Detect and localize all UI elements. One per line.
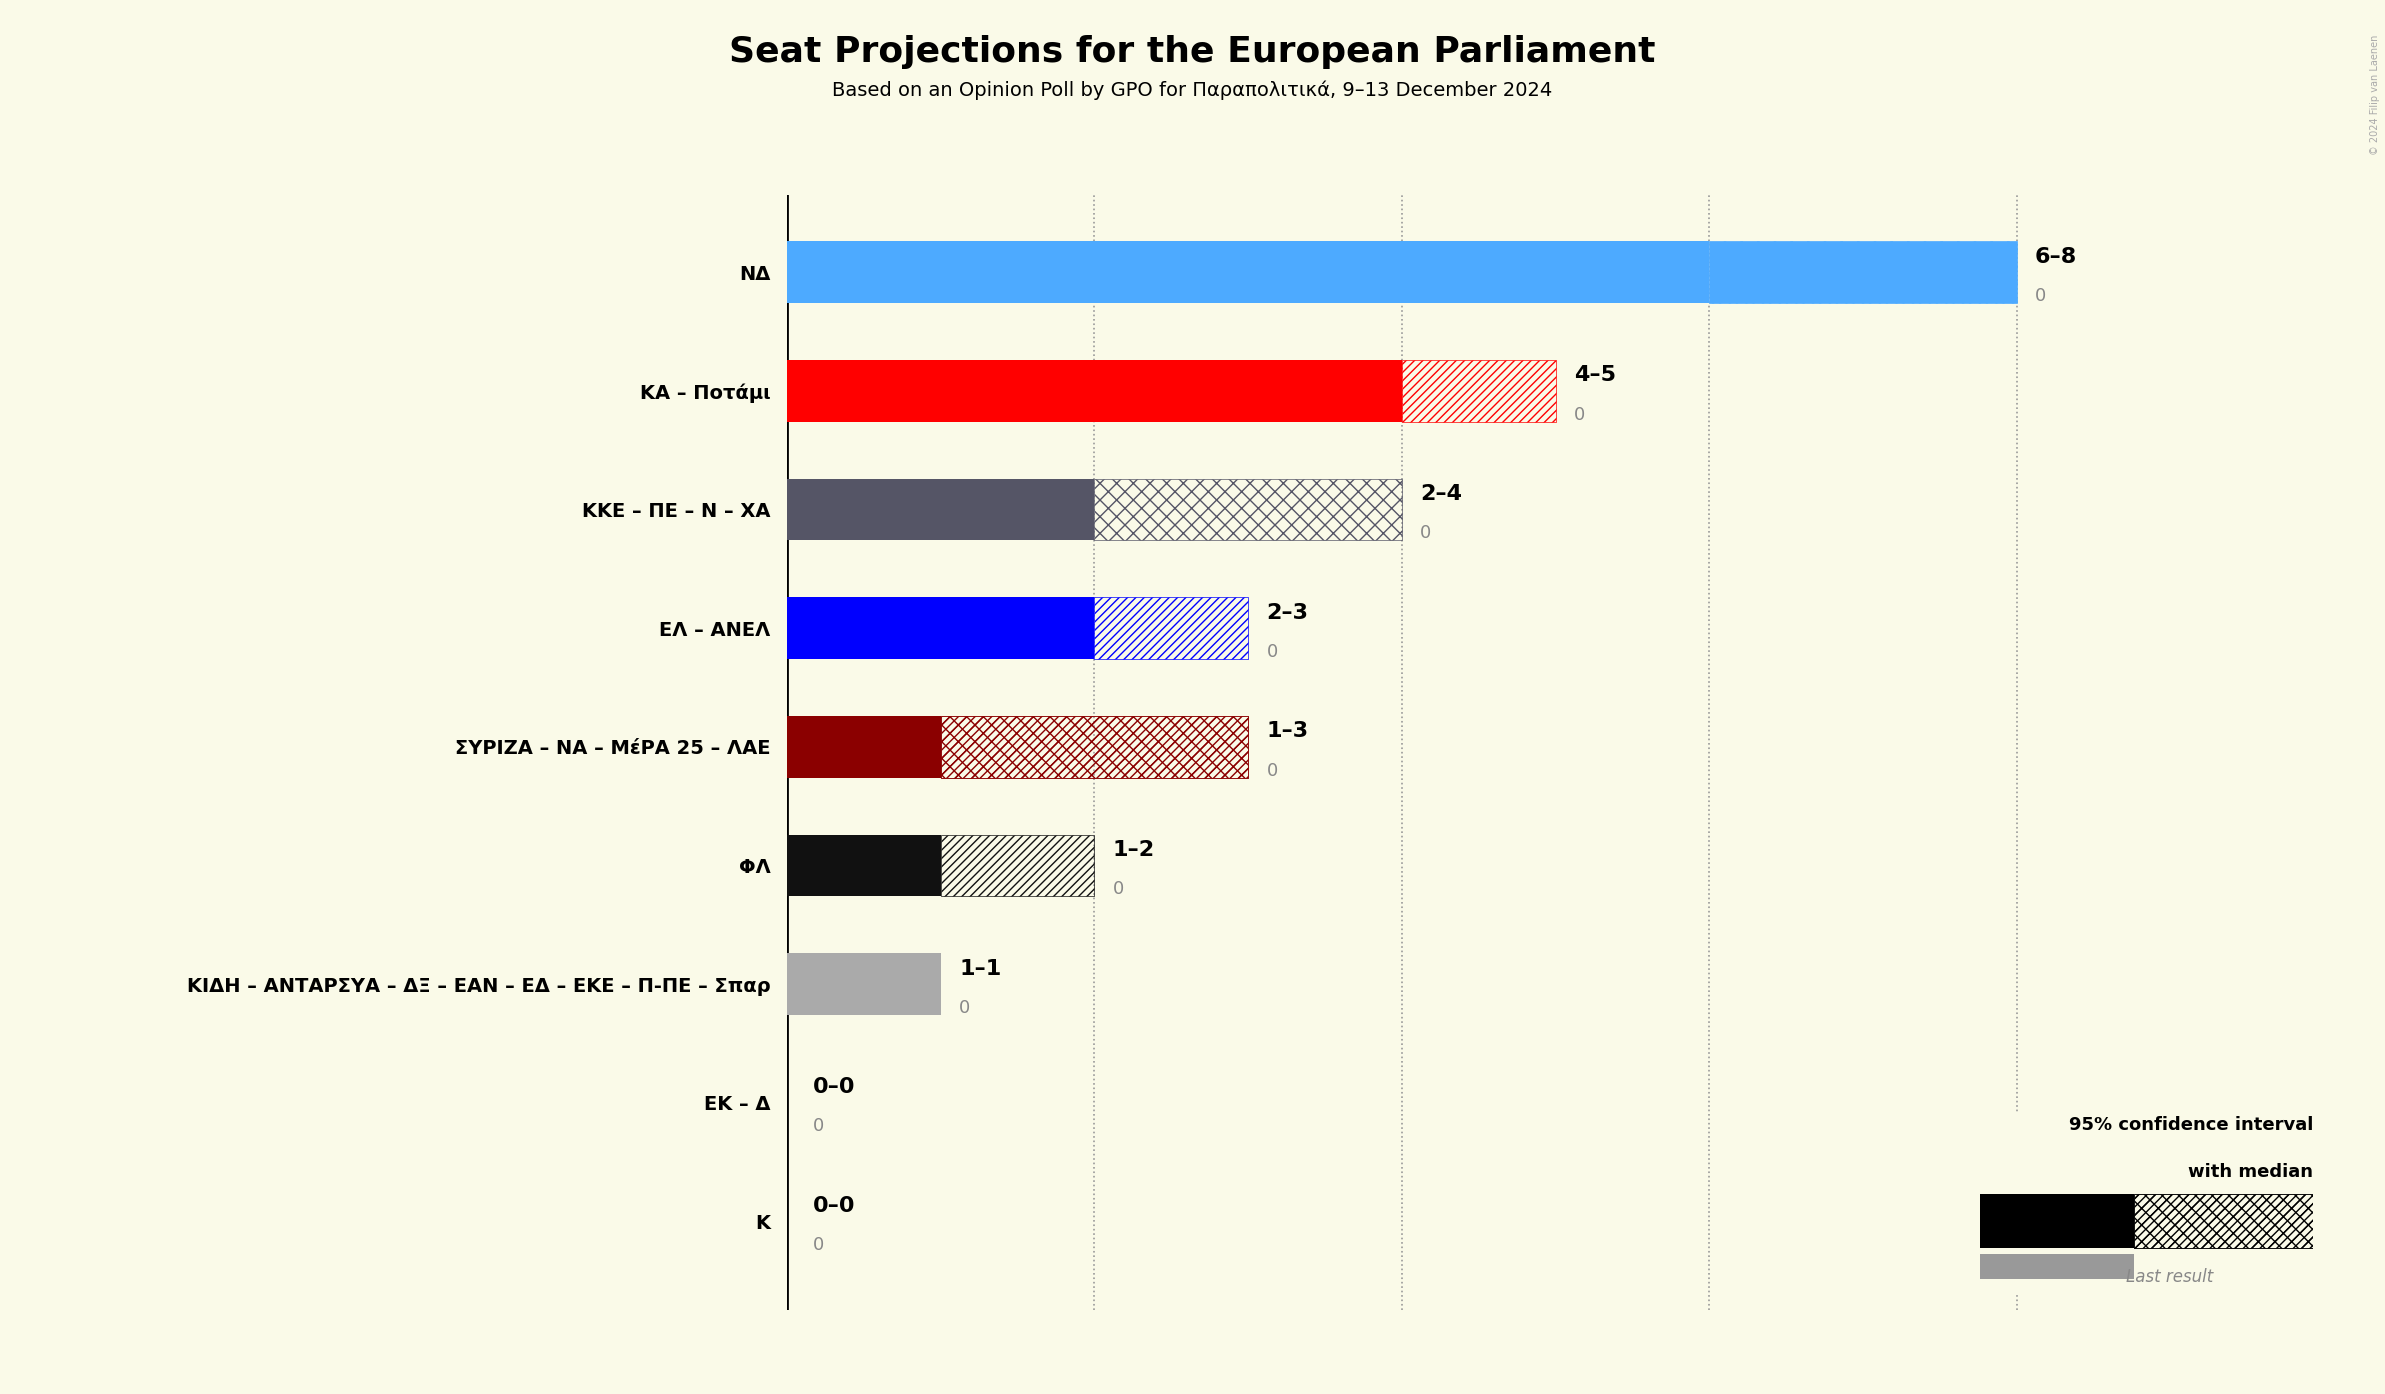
Text: 1–3: 1–3	[1266, 722, 1309, 742]
Text: 0: 0	[2034, 287, 2046, 305]
Text: 95% confidence interval: 95% confidence interval	[2070, 1117, 2313, 1135]
Text: 2–3: 2–3	[1266, 602, 1309, 623]
Bar	[940, 717, 1247, 778]
Text: 0–0: 0–0	[813, 1196, 856, 1216]
Text: Seat Projections for the European Parliament: Seat Projections for the European Parlia…	[730, 35, 1655, 68]
Text: © 2024 Filip van Laenen: © 2024 Filip van Laenen	[2371, 35, 2380, 155]
Bar	[2135, 1193, 2313, 1249]
Text: 2–4: 2–4	[1421, 484, 1462, 505]
Text: 0: 0	[813, 1236, 825, 1255]
Bar	[1980, 1253, 2135, 1280]
Text: 0: 0	[1574, 406, 1586, 424]
Text: 0: 0	[959, 999, 971, 1016]
Text: 0: 0	[1421, 524, 1431, 542]
Text: Based on an Opinion Poll by GPO for Παραπολιτικά, 9–13 December 2024: Based on an Opinion Poll by GPO for Παρα…	[832, 81, 1553, 100]
Bar	[2135, 1193, 2313, 1249]
Bar	[787, 598, 1095, 659]
Bar	[940, 835, 1095, 896]
Text: with median: with median	[2189, 1163, 2313, 1181]
Text: 0: 0	[1266, 761, 1278, 779]
Bar	[1980, 1193, 2135, 1249]
Text: 1–2: 1–2	[1114, 841, 1154, 860]
Text: 0: 0	[813, 1118, 825, 1136]
Bar	[787, 953, 940, 1015]
Text: 0: 0	[1114, 880, 1123, 898]
Bar	[787, 241, 1710, 302]
Text: 0–0: 0–0	[813, 1078, 856, 1097]
Text: 6–8: 6–8	[2034, 247, 2077, 266]
Text: 1–1: 1–1	[959, 959, 1002, 979]
Bar	[1095, 598, 1247, 659]
Bar	[787, 835, 940, 896]
Text: 0: 0	[1266, 643, 1278, 661]
Bar	[787, 360, 1402, 422]
Bar	[1710, 241, 2018, 302]
Text: Last result: Last result	[2127, 1269, 2213, 1287]
Bar	[787, 717, 940, 778]
Bar	[1095, 478, 1402, 541]
Text: 4–5: 4–5	[1574, 365, 1617, 386]
Bar	[787, 478, 1095, 541]
Bar	[940, 717, 1247, 778]
Bar	[1402, 360, 1555, 422]
